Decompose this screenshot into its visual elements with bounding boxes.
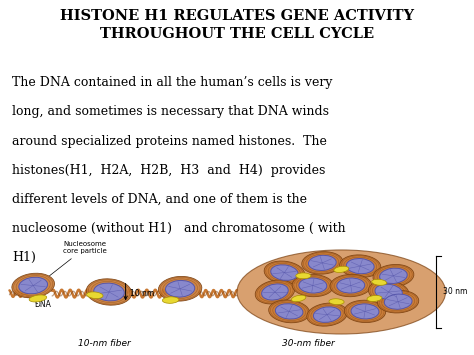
Ellipse shape xyxy=(12,273,55,298)
Ellipse shape xyxy=(384,294,412,309)
Ellipse shape xyxy=(87,292,103,299)
Ellipse shape xyxy=(271,265,298,280)
Ellipse shape xyxy=(255,280,295,304)
Ellipse shape xyxy=(380,268,407,284)
Ellipse shape xyxy=(264,261,305,284)
Text: H1): H1) xyxy=(12,251,36,264)
Ellipse shape xyxy=(158,277,202,301)
Ellipse shape xyxy=(368,280,409,304)
Ellipse shape xyxy=(373,264,414,287)
Text: 30-nm fiber: 30-nm fiber xyxy=(282,339,335,348)
Text: DNA: DNA xyxy=(34,300,51,308)
Text: 10-nm fiber: 10-nm fiber xyxy=(78,339,131,348)
Ellipse shape xyxy=(378,290,419,313)
Ellipse shape xyxy=(313,307,341,322)
Text: nucleosome (without H1)   and chromatosome ( with: nucleosome (without H1) and chromatosome… xyxy=(12,222,346,235)
Ellipse shape xyxy=(309,255,336,271)
Ellipse shape xyxy=(237,250,446,334)
Ellipse shape xyxy=(375,284,402,300)
Ellipse shape xyxy=(337,278,365,293)
Ellipse shape xyxy=(163,297,179,303)
Ellipse shape xyxy=(307,303,347,326)
Text: long, and sometimes is necessary that DNA winds: long, and sometimes is necessary that DN… xyxy=(12,105,329,119)
Text: 30 nm: 30 nm xyxy=(443,288,467,296)
Ellipse shape xyxy=(351,304,379,319)
Text: The DNA contained in all the human’s cells is very: The DNA contained in all the human’s cel… xyxy=(12,76,332,89)
Text: 10 nm: 10 nm xyxy=(130,289,155,298)
Ellipse shape xyxy=(86,279,132,305)
Ellipse shape xyxy=(165,280,195,297)
Ellipse shape xyxy=(19,277,47,294)
Ellipse shape xyxy=(296,273,311,279)
Ellipse shape xyxy=(292,274,334,297)
Text: around specialized proteins named histones.  The: around specialized proteins named histon… xyxy=(12,135,327,148)
Ellipse shape xyxy=(94,283,124,301)
Ellipse shape xyxy=(346,258,374,274)
Text: different levels of DNA, and one of them is the: different levels of DNA, and one of them… xyxy=(12,193,307,206)
Ellipse shape xyxy=(269,300,310,323)
Ellipse shape xyxy=(29,295,47,302)
Ellipse shape xyxy=(372,279,387,285)
Text: HISTONE H1 REGULATES GENE ACTIVITY
THROUGHOUT THE CELL CYCLE: HISTONE H1 REGULATES GENE ACTIVITY THROU… xyxy=(60,9,414,41)
Ellipse shape xyxy=(367,295,382,301)
Ellipse shape xyxy=(299,278,327,293)
Ellipse shape xyxy=(340,255,381,277)
Ellipse shape xyxy=(262,284,288,300)
Ellipse shape xyxy=(275,304,303,319)
Ellipse shape xyxy=(292,295,306,302)
Text: Nucleosome
core particle: Nucleosome core particle xyxy=(50,241,107,276)
Text: histones(H1,  H2A,  H2B,  H3  and  H4)  provides: histones(H1, H2A, H2B, H3 and H4) provid… xyxy=(12,164,325,177)
Ellipse shape xyxy=(344,300,386,323)
Ellipse shape xyxy=(334,266,349,273)
Ellipse shape xyxy=(329,299,344,305)
Ellipse shape xyxy=(330,274,372,297)
Ellipse shape xyxy=(302,252,343,274)
